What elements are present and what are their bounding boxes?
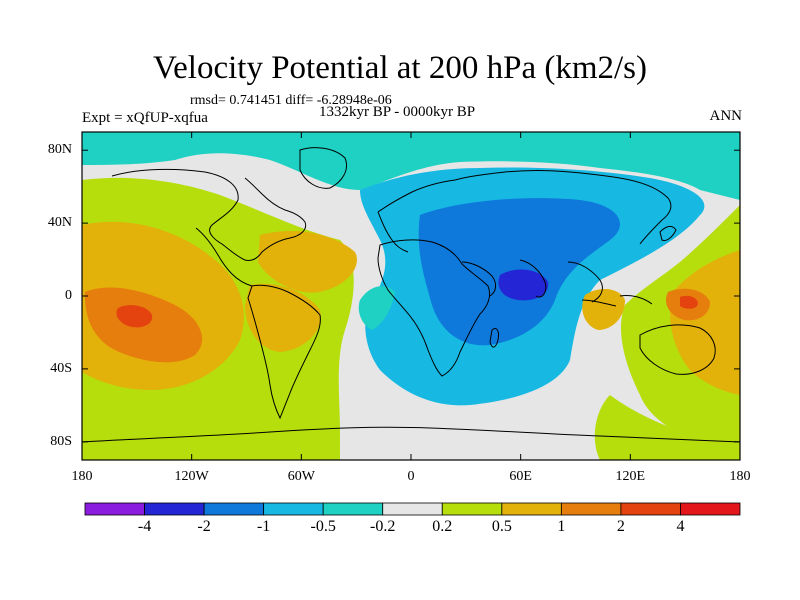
stats-text: rmsd= 0.741451 diff= -6.28948e-06 [190, 93, 392, 108]
x-tick-label: 180 [729, 469, 751, 484]
colorbar-swatch [203, 502, 265, 516]
x-tick-label: 180 [71, 469, 93, 484]
colorbar-label: -4 [137, 518, 152, 535]
east-pacific-max [116, 305, 153, 328]
colorbar-swatch [501, 502, 562, 516]
contour-fields [82, 132, 740, 460]
y-tick-label: 80S [50, 433, 72, 449]
colorbar-swatch [382, 502, 443, 516]
maritime-orange [582, 288, 625, 330]
colorbar-label: -2 [197, 518, 211, 535]
colorbar-label: -1 [256, 518, 271, 535]
colorbar-swatch [84, 502, 145, 516]
axis-ticks [81, 132, 741, 460]
colorbar-label: 0.5 [491, 518, 512, 535]
x-tick-label: 0 [407, 469, 415, 484]
colorbar-label: 1 [557, 518, 566, 535]
map-title: Velocity Potential at 200 hPa (km2/s) [152, 50, 648, 86]
south-america-orange [245, 283, 321, 352]
y-tick-label: 40N [47, 215, 72, 231]
colorbar-label: 0.2 [432, 518, 453, 535]
west-pacific-max [680, 295, 698, 309]
colorbar-label: -0.2 [370, 518, 396, 535]
colorbar-swatch [680, 502, 741, 516]
indian-ocean-minimum [498, 269, 549, 301]
experiment-label: Expt = xQfUP-xqfua [82, 110, 208, 126]
colorbar-swatch [263, 502, 324, 516]
africa-west-halo [358, 286, 395, 330]
x-tick-label: 60E [509, 469, 532, 484]
season-label: ANN [709, 108, 743, 124]
y-tick-label: 40S [50, 360, 72, 376]
y-tick-label: 0 [65, 288, 72, 303]
colorbar-swatch [322, 502, 384, 516]
polar-north-band [82, 132, 740, 200]
x-tick-label: 120E [615, 469, 646, 484]
colorbar-swatch [620, 502, 681, 516]
colorbar-swatch [560, 502, 622, 516]
period-label: 1332kyr BP - 0000kyr BP [319, 104, 476, 120]
atlantic-orange [258, 231, 357, 293]
y-tick-label: 80N [47, 142, 72, 158]
west-pacific-orange [670, 250, 740, 395]
x-tick-label: 120W [174, 469, 209, 484]
colorbar [84, 502, 741, 516]
south-indian-positive [594, 395, 740, 460]
colorbar-label: -0.5 [310, 518, 336, 535]
colorbar-label: 2 [616, 518, 625, 535]
colorbar-swatch [441, 502, 503, 516]
x-tick-label: 60W [287, 469, 315, 484]
colorbar-label: 4 [676, 518, 685, 535]
coastlines [82, 147, 740, 443]
colorbar-swatch [144, 502, 205, 516]
